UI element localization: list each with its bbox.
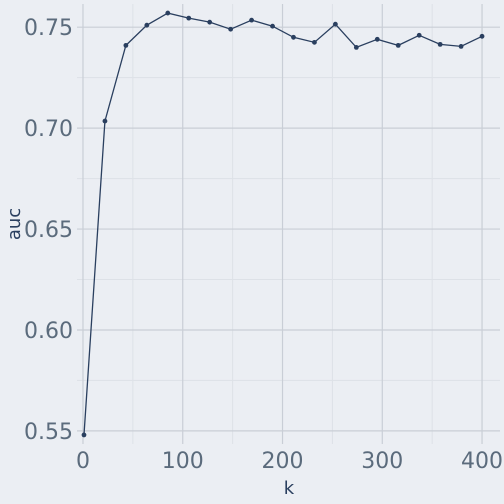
axes: 0 100 200 300 400 0.55 0.60 0.65 0.70 0.75 bbox=[24, 16, 503, 474]
data-point bbox=[437, 41, 443, 47]
y-tick-label: 0.55 bbox=[24, 420, 73, 445]
data-point bbox=[207, 19, 213, 25]
data-point bbox=[186, 15, 192, 21]
series-layer bbox=[81, 10, 485, 438]
data-point bbox=[458, 43, 464, 49]
data-point bbox=[81, 432, 87, 438]
data-point bbox=[144, 22, 150, 28]
data-point bbox=[165, 10, 171, 16]
data-point bbox=[249, 17, 254, 23]
data-point bbox=[123, 42, 129, 48]
data-point bbox=[270, 23, 275, 29]
y-axis-title: auc bbox=[4, 208, 25, 240]
data-point bbox=[291, 34, 296, 40]
x-axis-title: k bbox=[284, 478, 295, 499]
data-point bbox=[312, 39, 317, 45]
y-tick-label: 0.70 bbox=[24, 117, 73, 142]
x-tick-label: 200 bbox=[262, 449, 304, 474]
series-line bbox=[83, 12, 483, 435]
data-point bbox=[353, 44, 359, 50]
data-point bbox=[416, 32, 422, 38]
y-tick-label: 0.75 bbox=[24, 16, 73, 41]
y-tick-label: 0.60 bbox=[24, 319, 73, 344]
x-tick-label: 100 bbox=[162, 449, 204, 474]
data-point bbox=[332, 21, 338, 27]
y-tick-label: 0.65 bbox=[24, 218, 73, 243]
data-point bbox=[102, 118, 108, 124]
x-tick-label: 0 bbox=[76, 449, 90, 474]
x-tick-label: 300 bbox=[361, 449, 403, 474]
data-point bbox=[374, 36, 380, 42]
plot-background bbox=[72, 4, 500, 444]
data-point bbox=[228, 26, 234, 32]
grid bbox=[77, 4, 500, 444]
data-point bbox=[479, 33, 485, 39]
x-tick-label: 400 bbox=[461, 449, 503, 474]
data-point bbox=[395, 42, 401, 48]
